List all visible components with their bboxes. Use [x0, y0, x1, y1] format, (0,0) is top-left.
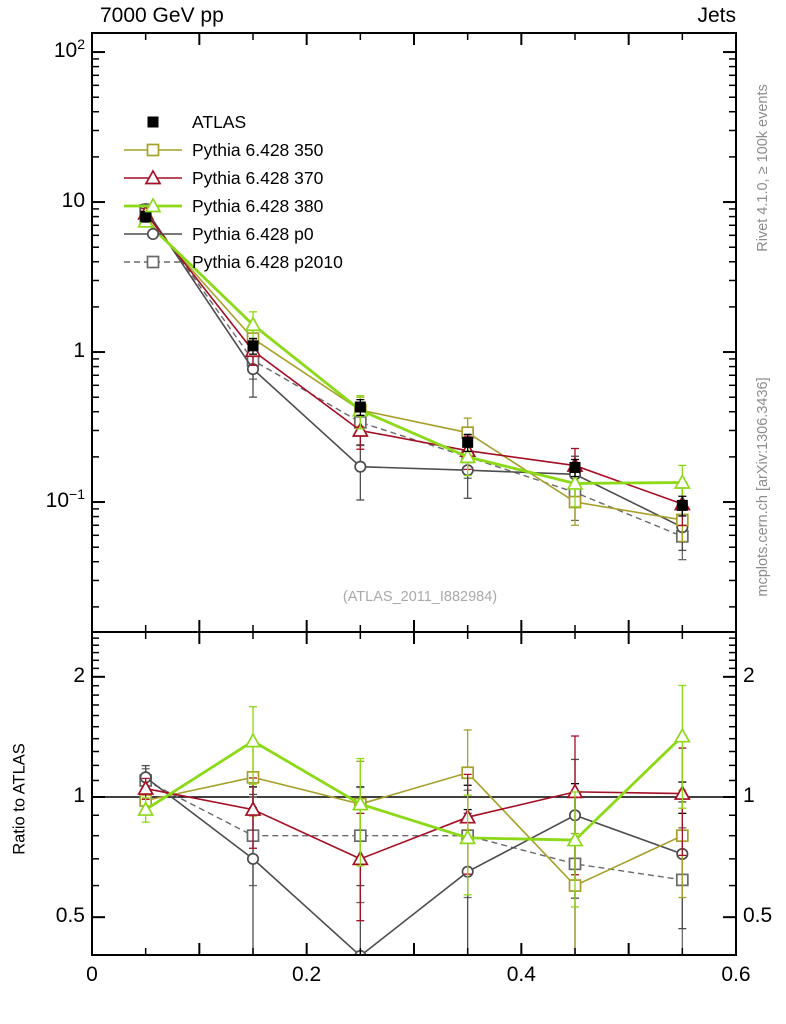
marker-atlas	[354, 401, 366, 413]
x-tick-label: 0.2	[292, 963, 322, 986]
plot-title-process: Jets	[697, 4, 736, 27]
series-pythia-6-428-370	[137, 735, 691, 922]
x-tick-label: 0.4	[506, 963, 536, 986]
legend-item-pythia-6-428-p2010: Pythia 6.428 p2010	[124, 252, 343, 272]
series-pythia-6-428-p0	[139, 758, 689, 955]
marker-atlas	[569, 461, 581, 473]
legend-marker-pythia-6-428-350	[146, 143, 160, 157]
legend-marker-atlas	[147, 116, 159, 128]
ratio-y-tick-label-right: 0.5	[743, 904, 773, 928]
x-tick-label: 0	[86, 963, 98, 986]
ratio-y-tick-label-right: 1	[743, 783, 755, 807]
marker-pythia-6-428-370	[137, 779, 155, 795]
ratio-y-tick-label-left: 1	[73, 783, 85, 807]
legend-label: Pythia 6.428 380	[192, 196, 324, 216]
legend-item-pythia-6-428-p0: Pythia 6.428 p0	[124, 224, 314, 244]
marker-pythia-6-428-380	[566, 831, 584, 847]
legend-marker-pythia-6-428-p0	[146, 227, 160, 241]
marker-atlas	[462, 436, 474, 448]
marker-pythia-6-428-380	[137, 800, 155, 816]
marker-pythia-6-428-380	[459, 829, 477, 845]
marker-pythia-6-428-380	[673, 727, 691, 743]
marker-pythia-6-428-380	[244, 732, 262, 748]
ratio-panel	[92, 684, 736, 955]
legend: ATLAS Pythia 6.428 350 Pythia 6.428 370 Pyt…	[124, 112, 343, 272]
legend-label: ATLAS	[192, 112, 246, 132]
ratio-y-tick-label-left: 0.5	[55, 904, 85, 928]
marker-pythia-6-428-370	[244, 800, 262, 816]
marker-pythia-6-428-380	[673, 473, 691, 489]
mcplots-arxiv-note: mcplots.cern.ch [arXiv:1306.3436]	[755, 377, 771, 597]
main-panel-frame	[91, 32, 737, 633]
marker-pythia-6-428-380	[244, 316, 262, 332]
x-tick-label: 0.6	[721, 963, 751, 986]
marker-atlas	[676, 499, 688, 511]
ratio-y-tick-label-right: 2	[743, 663, 755, 687]
legend-item-pythia-6-428-380: Pythia 6.428 380	[124, 196, 324, 216]
main-y-tick-label: 10−1	[45, 486, 85, 513]
legend-label: Pythia 6.428 370	[192, 168, 324, 188]
legend-item-pythia-6-428-370: Pythia 6.428 370	[124, 168, 324, 188]
marker-atlas	[247, 340, 259, 352]
legend-marker-pythia-6-428-p2010	[146, 255, 160, 269]
marker-pythia-6-428-380	[459, 448, 477, 464]
main-y-tick-label: 102	[53, 36, 85, 63]
series-pythia-6-428-380	[137, 684, 691, 908]
rivet-version-note: Rivet 4.1.0, ≥ 100k events	[755, 84, 771, 252]
marker-atlas	[140, 211, 152, 223]
ratio-y-tick-label-left: 2	[73, 663, 85, 687]
legend-label: Pythia 6.428 p2010	[192, 252, 343, 272]
series-atlas	[140, 210, 688, 517]
legend-label: Pythia 6.428 350	[192, 140, 324, 160]
series-pythia-6-428-350	[139, 729, 689, 955]
legend-marker-pythia-6-428-370	[144, 169, 162, 185]
marker-pythia-6-428-380	[566, 474, 584, 490]
main-y-tick-label: 1	[73, 339, 85, 363]
legend-item-pythia-6-428-350: Pythia 6.428 350	[124, 140, 324, 160]
main-y-tick-label: 10	[61, 189, 85, 213]
marker-pythia-6-428-370	[351, 421, 369, 437]
ratio-panel-frame	[91, 631, 737, 956]
marker-pythia-6-428-p0	[246, 852, 260, 865]
marker-pythia-6-428-p0	[354, 460, 367, 473]
main-panel	[137, 203, 691, 561]
legend-marker-pythia-6-428-380	[144, 197, 162, 213]
plot-title-beam: 7000 GeV pp	[100, 4, 224, 27]
legend-item-atlas: ATLAS	[147, 112, 246, 132]
legend-label: Pythia 6.428 p0	[192, 224, 314, 244]
analysis-id-watermark: (ATLAS_2011_I882984)	[342, 589, 498, 605]
marker-pythia-6-428-380	[351, 795, 369, 811]
